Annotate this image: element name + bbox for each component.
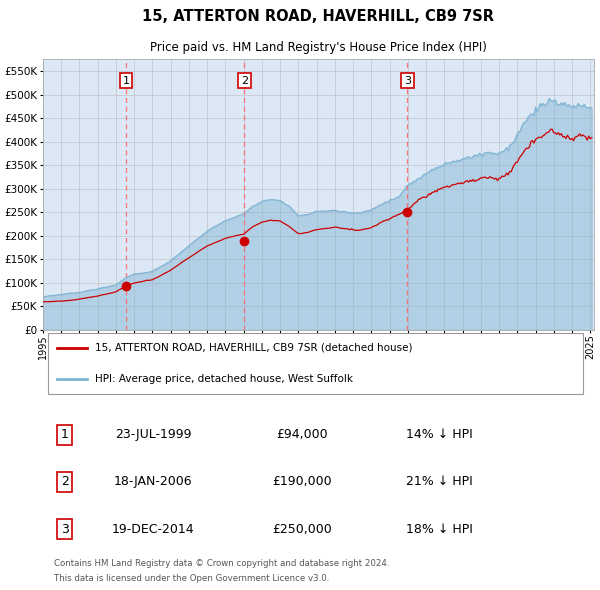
- Text: £250,000: £250,000: [272, 523, 332, 536]
- Text: 1: 1: [61, 428, 69, 441]
- Text: 1: 1: [122, 76, 130, 86]
- Text: HPI: Average price, detached house, West Suffolk: HPI: Average price, detached house, West…: [95, 373, 353, 384]
- Text: 18% ↓ HPI: 18% ↓ HPI: [406, 523, 473, 536]
- Text: £94,000: £94,000: [276, 428, 328, 441]
- Text: 18-JAN-2006: 18-JAN-2006: [114, 476, 193, 489]
- Text: 21% ↓ HPI: 21% ↓ HPI: [406, 476, 473, 489]
- Text: 19-DEC-2014: 19-DEC-2014: [112, 523, 194, 536]
- Text: This data is licensed under the Open Government Licence v3.0.: This data is licensed under the Open Gov…: [54, 573, 329, 583]
- FancyBboxPatch shape: [49, 333, 583, 394]
- Text: 3: 3: [61, 523, 69, 536]
- Text: 15, ATTERTON ROAD, HAVERHILL, CB9 7SR (detached house): 15, ATTERTON ROAD, HAVERHILL, CB9 7SR (d…: [95, 343, 413, 353]
- Text: 3: 3: [404, 76, 411, 86]
- Text: 14% ↓ HPI: 14% ↓ HPI: [406, 428, 473, 441]
- Text: 2: 2: [61, 476, 69, 489]
- Text: 15, ATTERTON ROAD, HAVERHILL, CB9 7SR: 15, ATTERTON ROAD, HAVERHILL, CB9 7SR: [142, 9, 494, 24]
- Text: 2: 2: [241, 76, 248, 86]
- Text: 23-JUL-1999: 23-JUL-1999: [115, 428, 191, 441]
- Text: Price paid vs. HM Land Registry's House Price Index (HPI): Price paid vs. HM Land Registry's House …: [150, 41, 487, 54]
- Text: Contains HM Land Registry data © Crown copyright and database right 2024.: Contains HM Land Registry data © Crown c…: [54, 559, 389, 568]
- Text: £190,000: £190,000: [272, 476, 332, 489]
